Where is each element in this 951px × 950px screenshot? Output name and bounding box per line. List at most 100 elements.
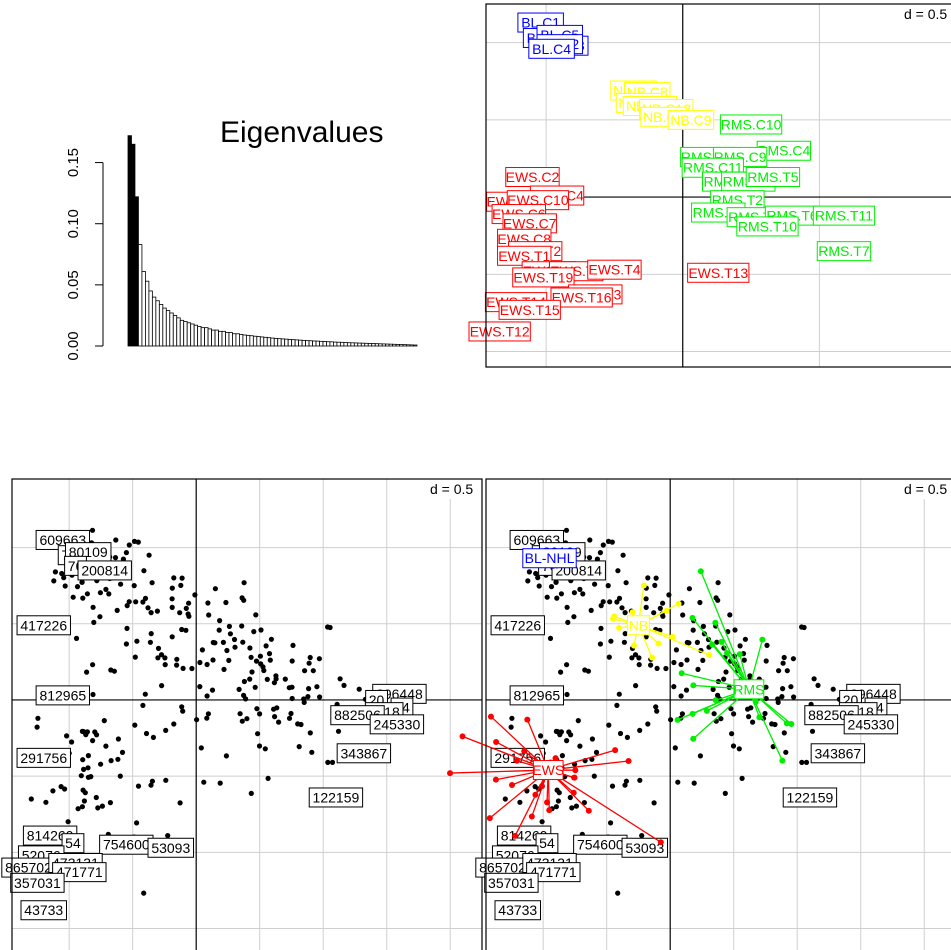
variable-label: RMS.C4: [757, 143, 810, 159]
observation-point: [88, 774, 94, 780]
observation-point: [286, 685, 292, 691]
eigenvalue-bar: [353, 342, 359, 347]
observation-point: [251, 629, 257, 635]
observation-point: [106, 591, 112, 597]
variable-label: NB.C9: [670, 112, 711, 128]
observation-point: [508, 724, 514, 730]
panel-border: [485, 478, 951, 950]
eigenvalue-bar: [284, 338, 289, 347]
observation-point: [643, 596, 649, 602]
observation-point: [79, 579, 85, 585]
observation-point: [241, 678, 247, 685]
eigenvalue-bar: [239, 333, 244, 347]
eigenvalue-bar: [228, 332, 233, 347]
observation-point: [790, 656, 797, 662]
observation-point: [730, 743, 737, 749]
variable-label: RMS.T10: [738, 218, 797, 234]
observation-point: [226, 657, 232, 664]
observation-point: [101, 718, 107, 724]
scale-box: [898, 4, 951, 24]
observation-point: [577, 743, 583, 749]
observation-point: [114, 607, 120, 614]
observation-point: [535, 575, 541, 581]
eigenvalue-bar: [151, 296, 157, 347]
observation-point: [158, 652, 165, 658]
observation-point: [609, 539, 615, 545]
class-point: [712, 697, 719, 704]
chart-title: Eigenvalues: [220, 116, 383, 149]
class-point: [674, 716, 681, 723]
observation-point: [567, 794, 573, 801]
eigenvalue-bar: [218, 330, 223, 347]
eigenvalue-bar: [235, 333, 240, 347]
observation-point: [227, 631, 233, 637]
observation-point: [80, 595, 86, 601]
eigenvalue-bar: [183, 321, 188, 347]
observation-point: [194, 717, 200, 723]
observation-point: [715, 580, 721, 586]
eigenvalue-bar: [350, 342, 355, 347]
observation-point: [555, 798, 562, 804]
observation-point: [85, 765, 91, 771]
observation-point: [739, 775, 745, 782]
variable-label-box: [719, 114, 783, 135]
observation-point: [502, 796, 508, 802]
class-point: [712, 619, 719, 626]
eigenvalue-bar: [214, 329, 219, 347]
observation-point: [231, 636, 238, 643]
y-tick-label: 0.10: [65, 209, 82, 238]
observation-point: [205, 711, 211, 717]
class-point: [544, 799, 551, 806]
observation-point: [90, 662, 96, 668]
observation-point: [548, 584, 555, 590]
class-point: [690, 735, 697, 742]
observation-point: [179, 575, 185, 581]
gene-label: 882506: [808, 707, 855, 723]
observation-point: [65, 819, 71, 825]
observation-point: [571, 614, 577, 620]
class-point: [706, 651, 713, 658]
eigenvalue-bar: [291, 339, 296, 347]
observation-point: [223, 753, 229, 759]
observation-point: [695, 666, 701, 673]
observation-point: [212, 640, 218, 646]
class-point: [532, 791, 539, 798]
gene-label-box: [621, 837, 669, 858]
observation-point: [668, 717, 674, 723]
gene-label: 122159: [313, 789, 360, 805]
observation-point: [558, 591, 565, 597]
variable-label: RMS.T7: [818, 243, 870, 259]
observation-point: [143, 730, 150, 737]
class-point: [546, 807, 553, 814]
observation-point: [764, 642, 770, 649]
observation-point: [204, 693, 210, 699]
observation-point: [247, 645, 253, 651]
observation-point: [84, 669, 90, 675]
observation-point: [209, 687, 216, 693]
observation-point: [524, 788, 530, 794]
observation-point: [64, 733, 70, 739]
gene-label: 865702: [5, 860, 52, 876]
gene-label: 43733: [498, 902, 537, 918]
gene-label: 343867: [815, 745, 862, 761]
observation-point: [585, 668, 592, 674]
observation-point: [302, 668, 308, 674]
observation-point: [803, 759, 810, 766]
class-point: [538, 783, 545, 790]
observation-point: [623, 580, 629, 586]
observation-point: [169, 634, 175, 640]
observation-point: [99, 803, 105, 809]
observation-point: [198, 745, 204, 751]
eigenvalue-bar: [169, 312, 174, 347]
class-point: [779, 757, 786, 764]
eigenvalue-bar: [364, 342, 369, 347]
observation-point: [710, 686, 716, 693]
observation-point: [780, 660, 786, 666]
observation-point: [632, 652, 639, 658]
gene-label: 357031: [488, 875, 535, 891]
observation-point: [594, 556, 601, 562]
observation-point: [162, 662, 168, 668]
observation-point: [205, 600, 211, 606]
observation-point: [169, 585, 175, 591]
